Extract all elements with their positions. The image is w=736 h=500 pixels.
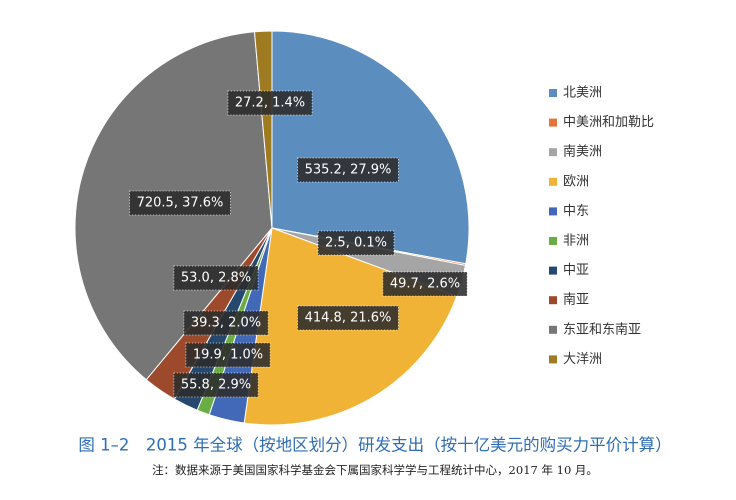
legend-swatch bbox=[549, 266, 557, 275]
data-label-box bbox=[185, 342, 271, 368]
legend-label: 中东 bbox=[563, 204, 589, 219]
data-label: 720.5, 37.6% bbox=[137, 196, 224, 211]
data-label-box bbox=[297, 157, 399, 183]
data-label-box bbox=[382, 271, 468, 297]
legend-swatch bbox=[549, 355, 557, 364]
legend-label: 中亚 bbox=[563, 263, 589, 278]
data-label: 53.0, 2.8% bbox=[181, 271, 251, 286]
data-label: 55.8, 2.9% bbox=[181, 378, 251, 393]
data-label: 39.3, 2.0% bbox=[191, 316, 261, 331]
chart-title: 图 1–2 2015 年全球（按地区划分）研发支出（按十亿美元的购买力平价计算） bbox=[78, 436, 671, 455]
data-label-box bbox=[173, 265, 259, 291]
legend-swatch bbox=[549, 207, 557, 216]
pie-slice bbox=[253, 30, 273, 229]
data-label-box bbox=[129, 190, 231, 216]
data-label-box bbox=[227, 90, 313, 116]
data-label: 49.7, 2.6% bbox=[390, 277, 460, 292]
legend-swatch bbox=[549, 296, 557, 305]
legend-label: 大洋洲 bbox=[563, 352, 602, 367]
legend-swatch bbox=[549, 325, 557, 334]
legend-label: 南美洲 bbox=[563, 144, 602, 160]
legend-label: 非洲 bbox=[563, 234, 589, 249]
legend-label: 欧洲 bbox=[563, 174, 589, 189]
legend-label: 东亚和东南亚 bbox=[563, 321, 641, 337]
legend-swatch bbox=[549, 177, 557, 186]
data-label: 19.9, 1.0% bbox=[193, 348, 263, 363]
legend-swatch bbox=[549, 118, 557, 127]
data-label: 2.5, 0.1% bbox=[325, 236, 387, 251]
data-label: 27.2, 1.4% bbox=[235, 96, 305, 111]
pie-slice bbox=[271, 30, 470, 265]
legend-label: 南亚 bbox=[563, 292, 589, 308]
legend-label: 北美洲 bbox=[563, 86, 602, 101]
data-label: 535.2, 27.9% bbox=[305, 163, 392, 178]
legend-swatch bbox=[549, 237, 557, 245]
legend-swatch bbox=[549, 89, 557, 97]
data-label-box bbox=[173, 372, 259, 398]
data-label-box bbox=[183, 310, 269, 336]
legend-label: 中美洲和加勒比 bbox=[563, 115, 654, 130]
chart-note: 注：数据来源于美国国家科学基金会下属国家科学学与工程统计中心，2017 年 10… bbox=[152, 463, 598, 477]
data-label-box bbox=[297, 305, 399, 331]
data-label-box bbox=[317, 230, 395, 256]
legend-swatch bbox=[549, 148, 557, 157]
data-label: 414.8, 21.6% bbox=[305, 311, 392, 326]
